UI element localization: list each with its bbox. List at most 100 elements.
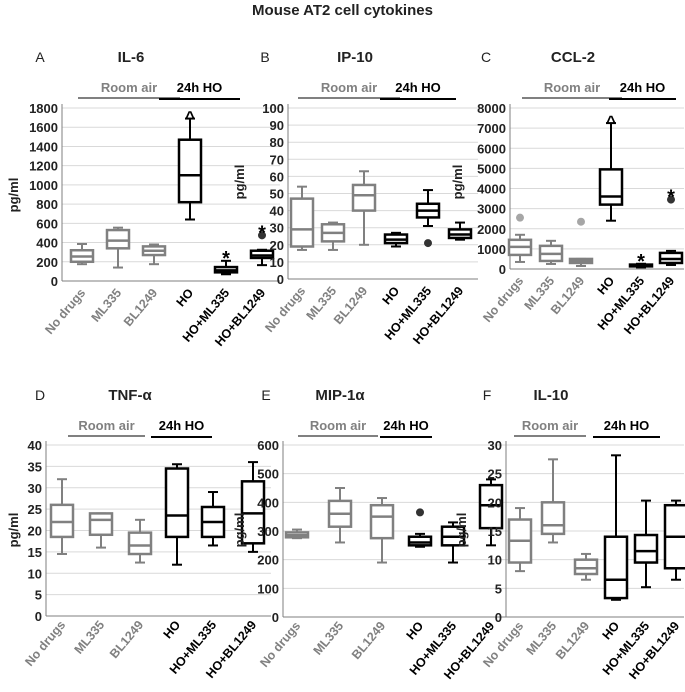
panel-a-significance-mark: * <box>222 248 230 270</box>
panel-f-ytick-label: 15 <box>488 524 502 539</box>
panel-a-box <box>177 138 203 204</box>
panel-b-ytick-label: 100 <box>262 101 284 116</box>
panel-c-outlier-point <box>667 195 675 204</box>
panel-c-ytick-label: 4000 <box>477 182 506 197</box>
panel-f-box <box>603 535 629 600</box>
panel-d-group-label-ho: 24h HO <box>159 418 205 433</box>
panel-f-ytick-label: 10 <box>488 553 502 568</box>
panel-f-title: IL-10 <box>533 387 568 404</box>
panel-c-significance-mark: * <box>667 187 675 209</box>
panel-f-box <box>540 501 566 536</box>
panel-b-group-label-ho: 24h HO <box>395 80 441 95</box>
panel-a-ylabel: pg/ml <box>6 178 21 213</box>
panel-e-box <box>478 483 504 530</box>
panel-e-category-label: No drugs <box>257 619 303 670</box>
panel-e-group-label-ho: 24h HO <box>383 418 429 433</box>
panel-a-category-label: HO <box>174 286 197 310</box>
panel-f-group-label-room-air: Room air <box>522 418 578 433</box>
panel-f-letter: F <box>483 387 492 403</box>
panel-a-ytick-label: 0 <box>51 274 58 289</box>
figure-title: Mouse AT2 cell cytokines <box>252 2 433 19</box>
panel-d-title: TNF-α <box>108 387 152 404</box>
panel-a-box <box>105 228 131 250</box>
panel-d-ytick-label: 5 <box>35 588 42 603</box>
panel-c-outlier-point <box>577 217 585 226</box>
panel-d-box <box>127 531 153 556</box>
panel-b-ytick-label: 0 <box>277 272 284 287</box>
panel-b-ytick-label: 20 <box>270 238 284 253</box>
panel-d-category-label: HO <box>161 618 184 642</box>
panel-a-category-label: ML335 <box>89 286 125 325</box>
panel-a-letter: A <box>35 49 45 65</box>
panel-a-significance-mark: ^ <box>185 108 195 127</box>
panel-c-category-label: HO <box>595 274 618 298</box>
panel-b-ylabel: pg/ml <box>232 165 247 200</box>
panel-c-ytick-label: 1000 <box>477 242 506 257</box>
panel-b-letter: B <box>260 49 269 65</box>
panel-e-group-label-room-air: Room air <box>310 418 366 433</box>
panel-d-box <box>88 512 114 537</box>
panel-a-category-label: BL1249 <box>121 286 160 329</box>
panel-a-category-label: No drugs <box>42 286 88 337</box>
panel-f-ytick-label: 30 <box>488 438 502 453</box>
panel-b-category-label: BL1249 <box>331 284 370 327</box>
panel-e-ytick-label: 300 <box>257 524 279 539</box>
panel-a-ytick-label: 1200 <box>29 159 58 174</box>
panel-a-ytick-label: 1800 <box>29 101 58 116</box>
panel-c-ytick-label: 8000 <box>477 101 506 116</box>
panel-d-ytick-label: 0 <box>35 609 42 624</box>
panel-d-category-label: ML335 <box>72 618 108 657</box>
panel-b-ytick-label: 50 <box>270 187 284 202</box>
panel-c-ytick-label: 6000 <box>477 141 506 156</box>
panel-c-ytick-label: 7000 <box>477 121 506 136</box>
panel-a-group-label-ho: 24h HO <box>177 80 223 95</box>
panel-f-category-label: BL1249 <box>553 619 592 662</box>
panel-a-outlier-point <box>258 231 266 240</box>
panel-d-category-label: No drugs <box>22 618 68 669</box>
panel-e-ytick-label: 100 <box>257 581 279 596</box>
panel-a-ytick-label: 1000 <box>29 178 58 193</box>
panel-b-ytick-label: 10 <box>270 255 284 270</box>
panel-e-letter: E <box>261 387 270 403</box>
panel-e-ytick-label: 200 <box>257 553 279 568</box>
panel-d-box <box>164 467 190 539</box>
panel-f-ytick-label: 5 <box>495 581 502 596</box>
panel-d-ytick-label: 15 <box>28 545 42 560</box>
panel-a-significance-mark: * <box>258 222 266 244</box>
panel-c-letter: C <box>481 49 491 65</box>
panel-f-box <box>573 558 599 576</box>
panel-c-significance-mark: ^ <box>606 112 616 131</box>
panel-c-significance-mark: * <box>637 251 645 273</box>
panel-a-ytick-label: 400 <box>36 236 58 251</box>
panel-e-ytick-label: 400 <box>257 495 279 510</box>
panel-c-ytick-label: 2000 <box>477 222 506 237</box>
panel-e-category-label: BL1249 <box>349 619 388 662</box>
panel-b-outlier-point <box>424 239 432 248</box>
panel-d-ytick-label: 35 <box>28 459 42 474</box>
panel-d-ylabel: pg/ml <box>6 513 21 548</box>
panel-d-ytick-label: 20 <box>28 524 42 539</box>
panel-e-box <box>407 535 433 547</box>
panel-f-box <box>633 533 659 564</box>
panel-c-box <box>598 168 624 206</box>
panel-f-ytick-label: 0 <box>495 610 502 625</box>
panel-c-group-label-ho: 24h HO <box>620 80 666 95</box>
panel-c-title: CCL-2 <box>551 49 595 66</box>
panel-d-letter: D <box>35 387 45 403</box>
panel-a-ytick-label: 800 <box>36 197 58 212</box>
panel-d-ytick-label: 25 <box>28 502 42 517</box>
panel-b-ytick-label: 60 <box>270 169 284 184</box>
panel-c-category-label: No drugs <box>480 274 526 325</box>
panel-c-ytick-label: 5000 <box>477 161 506 176</box>
panel-b-box <box>351 183 377 212</box>
panel-e-ytick-label: 0 <box>272 610 279 625</box>
panel-c-ylabel: pg/ml <box>450 165 465 200</box>
panel-d-category-label: BL1249 <box>107 618 146 661</box>
panel-c-ytick-label: 0 <box>499 262 506 277</box>
panel-a-ytick-label: 600 <box>36 216 58 231</box>
panel-b-ytick-label: 30 <box>270 221 284 236</box>
panel-a-title: IL-6 <box>118 49 145 66</box>
panel-c-outlier-point <box>516 213 524 222</box>
